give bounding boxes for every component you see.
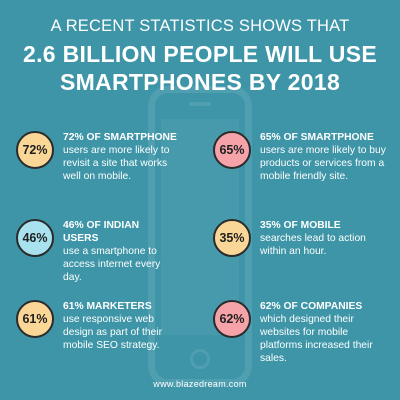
headline-line-2: SMARTPHONES BY 2018 [59,69,341,95]
stat-lead: 61% MARKETERS [63,301,152,312]
stat-body: users are more likely to buy products or… [260,145,386,182]
stat-indian-users: 46% 46% OF INDIAN USERS use a smartphone… [16,219,175,284]
stat-body: use a smartphone to access internet ever… [63,246,161,283]
stat-body: use responsive web design as part of the… [63,314,163,351]
stat-lead: 65% OF SMARTPHONE [260,132,374,143]
headline-line-1: 2.6 BILLION PEOPLE WILL USE [23,41,377,67]
stat-text: 61% MARKETERS use responsive web design … [63,300,181,352]
footer-url: www.blazedream.com [153,379,247,389]
stat-body: users are more likely to revisit a site … [63,145,170,182]
stat-body: searches lead to action within an hour. [260,233,366,257]
stat-marketers: 61% 61% MARKETERS use responsive web des… [16,300,181,352]
stat-lead: 72% OF SMARTPHONE [63,132,177,143]
phone-speaker-icon [189,102,211,106]
stat-text: 35% OF MOBILE searches lead to action wi… [260,219,380,258]
percent-badge: 62% [213,300,251,338]
percent-badge: 65% [213,131,251,169]
stat-smartphone-buy: 65% 65% OF SMARTPHONE users are more lik… [213,131,388,183]
stat-text: 62% OF COMPANIES which designed their we… [260,300,384,365]
stat-mobile-searches: 35% 35% OF MOBILE searches lead to actio… [213,219,380,258]
percent-badge: 61% [16,300,54,338]
stat-text: 65% OF SMARTPHONE users are more likely … [260,131,388,183]
header: A RECENT STATISTICS SHOWS THAT 2.6 BILLI… [0,16,400,96]
stat-lead: 46% OF INDIAN USERS [63,220,140,244]
stat-body: which designed their websites for mobile… [260,314,373,364]
stat-text: 46% OF INDIAN USERS use a smartphone to … [63,219,175,284]
phone-home-button-icon [190,349,210,369]
percent-badge: 72% [16,131,54,169]
stat-smartphone-revisit: 72% 72% OF SMARTPHONE users are more lik… [16,131,183,183]
percent-badge: 35% [213,219,251,257]
stat-lead: 62% OF COMPANIES [260,301,363,312]
percent-badge: 46% [16,219,54,257]
stat-lead: 35% OF MOBILE [260,220,341,231]
stat-companies: 62% 62% OF COMPANIES which designed thei… [213,300,384,365]
stat-text: 72% OF SMARTPHONE users are more likely … [63,131,183,183]
subtitle: A RECENT STATISTICS SHOWS THAT [50,17,350,35]
